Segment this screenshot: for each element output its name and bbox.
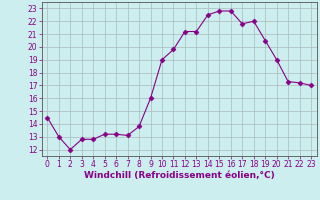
X-axis label: Windchill (Refroidissement éolien,°C): Windchill (Refroidissement éolien,°C) [84, 171, 275, 180]
